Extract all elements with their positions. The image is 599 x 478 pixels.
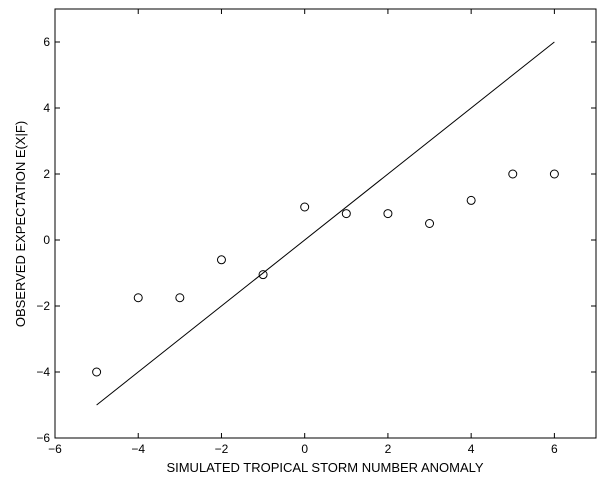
data-point xyxy=(216,255,226,265)
reference-lines xyxy=(96,41,555,406)
x-tick-label: −6 xyxy=(48,442,62,456)
x-tick-label: 2 xyxy=(385,442,392,456)
data-point xyxy=(425,219,435,228)
data-point xyxy=(175,293,185,303)
y-tick-label: −4 xyxy=(36,365,50,379)
data-point xyxy=(258,270,268,280)
y-axis-label: OBSERVED EXPECTATION E(X|F) xyxy=(13,121,28,327)
plot-frame xyxy=(54,8,597,439)
data-points xyxy=(92,169,559,377)
data-point xyxy=(466,195,476,205)
data-point xyxy=(300,202,310,212)
tick-labels: −6 −4 −2 0 2 4 6 −6 −4 −2 0 2 4 6 xyxy=(36,35,558,456)
x-axis-label: SIMULATED TROPICAL STORM NUMBER ANOMALY xyxy=(166,460,483,475)
y-tick-label: 4 xyxy=(43,101,50,115)
y-tick-label: 6 xyxy=(43,35,50,49)
data-point xyxy=(383,209,393,219)
x-tick-label: 0 xyxy=(301,442,308,456)
y-tick-label: −2 xyxy=(36,299,50,313)
x-tick-label: −4 xyxy=(131,442,145,456)
data-point xyxy=(133,293,143,303)
y-tick-label: 0 xyxy=(43,233,50,247)
data-point xyxy=(549,169,559,179)
x-tick-label: 6 xyxy=(551,442,558,456)
x-tick-label: 4 xyxy=(468,442,475,456)
data-point xyxy=(341,209,351,219)
y-tick-label: −6 xyxy=(36,431,50,445)
axis-ticks xyxy=(54,9,596,439)
data-point xyxy=(92,367,102,377)
x-tick-label: −2 xyxy=(215,442,229,456)
reference-line xyxy=(96,41,555,406)
y-tick-label: 2 xyxy=(43,167,50,181)
data-point xyxy=(508,169,518,179)
